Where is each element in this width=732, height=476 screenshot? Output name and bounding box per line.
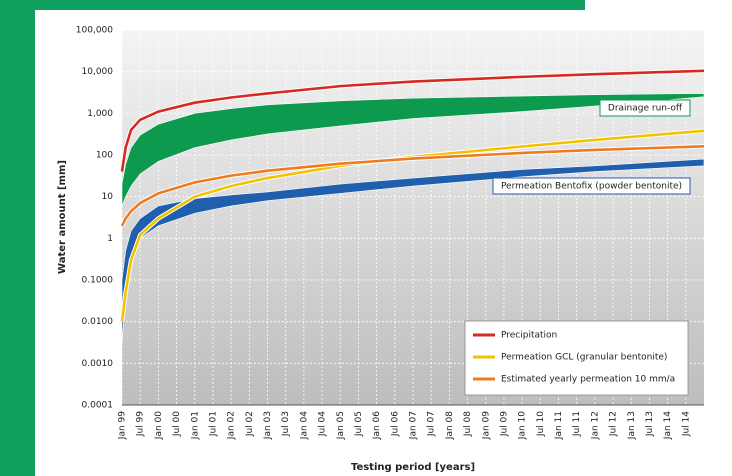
band-label-box (599, 99, 691, 117)
x-tick-label: Jul 03 (281, 411, 291, 437)
x-tick-label: Jul 14 (681, 411, 691, 437)
y-tick-label: 0.0001 (82, 401, 114, 411)
legend-label: Precipitation (501, 331, 557, 341)
x-tick-label: Jan 10 (518, 411, 528, 440)
x-tick-label: Jan 14 (663, 411, 673, 440)
x-tick-label: Jan 04 (299, 411, 309, 440)
x-tick-label: Jan 01 (190, 411, 200, 440)
legend-box (464, 320, 689, 396)
series-line (120, 69, 705, 172)
x-tick-label: Jan 99 (118, 411, 128, 440)
y-tick-label: 10 (102, 192, 114, 202)
x-tick-label: Jul 06 (390, 411, 400, 437)
legend-label: Permeation GCL (granular bentonite) (501, 353, 667, 363)
x-tick-label: Jul 01 (208, 411, 218, 437)
x-tick-label: Jan 13 (627, 411, 637, 440)
x-tick-label: Jul 13 (645, 411, 655, 437)
band-label: Drainage run-off (608, 104, 683, 114)
y-tick-label: 100,000 (76, 26, 113, 36)
x-tick-label: Jan 05 (336, 411, 346, 440)
x-tick-label: Jul 08 (463, 411, 473, 437)
x-tick-label: Jul 07 (427, 411, 437, 437)
band-label-box (492, 177, 691, 195)
y-tick-label: 100 (96, 151, 113, 161)
band-label: Permeation Bentofix (powder bentonite) (501, 182, 682, 192)
series-line (120, 129, 705, 322)
x-tick-label: Jan 12 (590, 411, 600, 440)
legend-label: Estimated yearly permeation 10 mm/a (501, 375, 675, 385)
green-top (0, 0, 585, 10)
x-tick-label: Jan 07 (409, 411, 419, 440)
x-tick-label: Jul 04 (318, 411, 328, 437)
x-tick-label: Jul 10 (536, 411, 546, 437)
x-tick-label: Jul 09 (499, 411, 509, 437)
x-tick-label: Jan 02 (227, 411, 237, 440)
y-axis-title: Water amount [mm] (57, 160, 68, 274)
x-tick-label: Jul 05 (354, 411, 364, 437)
x-tick-label: Jan 00 (154, 411, 164, 440)
y-tick-label: 0.0010 (82, 359, 114, 369)
band-area (121, 158, 705, 344)
y-tick-label: 0.0100 (82, 317, 114, 327)
y-tick-label: 1 (107, 234, 113, 244)
y-tick-label: 1,000 (87, 109, 113, 119)
band-area (121, 93, 705, 207)
x-tick-label: Jan 08 (445, 411, 455, 440)
y-tick-label: 0.1000 (82, 276, 114, 286)
x-tick-label: Jul 12 (609, 411, 619, 437)
x-tick-label: Jan 11 (554, 411, 564, 440)
series-line (120, 144, 705, 227)
green-left (0, 0, 35, 476)
x-tick-label: Jul 00 (172, 411, 182, 437)
x-axis-title: Testing period [years] (351, 462, 475, 473)
y-tick-label: 10,000 (82, 67, 114, 77)
x-tick-label: Jul 02 (245, 411, 255, 437)
x-tick-label: Jul 11 (572, 411, 582, 437)
x-tick-label: Jan 03 (263, 411, 273, 440)
x-tick-label: Jan 09 (481, 411, 491, 440)
x-tick-label: Jan 06 (372, 411, 382, 440)
x-tick-label: Jul 99 (136, 411, 146, 437)
